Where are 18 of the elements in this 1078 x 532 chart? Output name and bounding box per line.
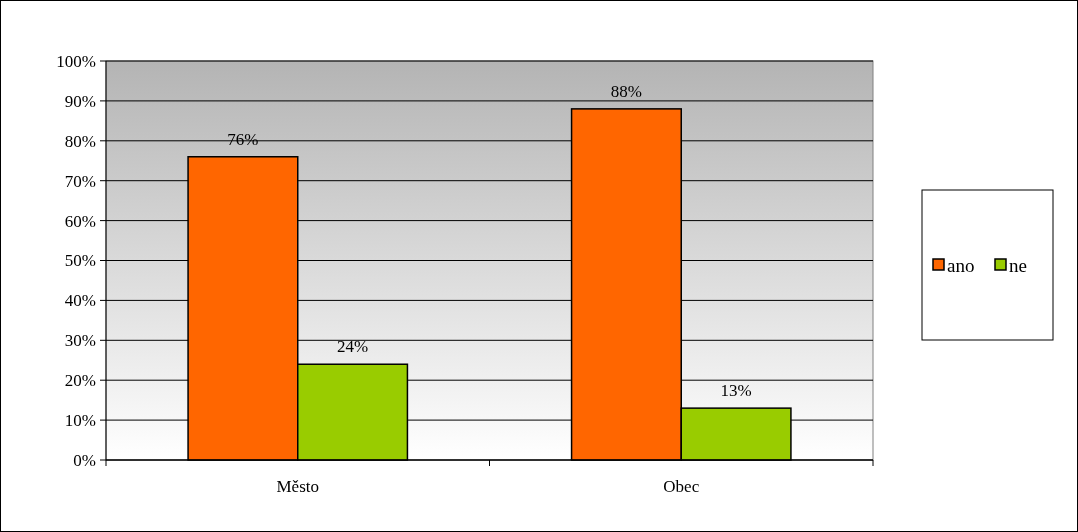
- y-tick-label: 60%: [64, 211, 96, 231]
- y-tick-label: 100%: [56, 51, 96, 71]
- y-tick-label: 70%: [64, 171, 96, 191]
- x-tick-label: Město: [276, 477, 319, 496]
- legend-label: ano: [947, 254, 975, 276]
- y-tick-label: 80%: [64, 131, 96, 151]
- data-label: 88%: [610, 81, 642, 101]
- data-label: 13%: [720, 381, 752, 401]
- y-tick-label: 30%: [64, 331, 96, 351]
- legend-label: ne: [1009, 254, 1027, 276]
- y-tick-label: 90%: [64, 91, 96, 111]
- x-tick-label: Obec: [663, 477, 700, 496]
- data-label: 24%: [337, 337, 369, 357]
- y-tick-label: 0%: [73, 450, 96, 470]
- y-tick-label: 10%: [64, 411, 96, 431]
- y-tick-label: 50%: [64, 251, 96, 271]
- y-tick-label: 20%: [64, 371, 96, 391]
- y-tick-label: 40%: [64, 291, 96, 311]
